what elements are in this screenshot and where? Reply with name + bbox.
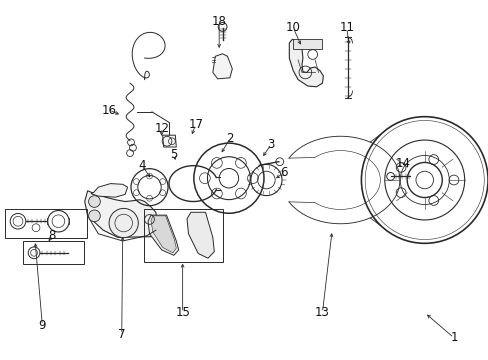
Polygon shape xyxy=(163,135,176,147)
Text: 18: 18 xyxy=(211,15,226,28)
Text: 3: 3 xyxy=(267,138,274,150)
Polygon shape xyxy=(293,40,322,49)
Text: 8: 8 xyxy=(48,229,56,242)
Text: 10: 10 xyxy=(285,21,300,34)
Polygon shape xyxy=(212,54,232,79)
Text: 6: 6 xyxy=(279,166,286,179)
Text: 17: 17 xyxy=(188,118,203,131)
Circle shape xyxy=(88,196,100,207)
Polygon shape xyxy=(186,212,214,258)
Polygon shape xyxy=(148,215,179,255)
Text: 15: 15 xyxy=(175,306,190,319)
Polygon shape xyxy=(289,40,323,87)
Text: 9: 9 xyxy=(39,319,46,332)
Text: 12: 12 xyxy=(154,122,169,135)
Text: 13: 13 xyxy=(314,306,329,319)
Text: 2: 2 xyxy=(225,132,233,145)
Text: 7: 7 xyxy=(118,328,125,341)
Text: 1: 1 xyxy=(449,331,457,344)
Text: 16: 16 xyxy=(102,104,116,117)
Circle shape xyxy=(109,208,138,238)
Text: 11: 11 xyxy=(339,21,354,34)
Circle shape xyxy=(88,210,100,222)
Polygon shape xyxy=(91,184,127,197)
Text: 5: 5 xyxy=(170,148,177,161)
Bar xyxy=(143,209,222,262)
Polygon shape xyxy=(84,191,157,237)
Polygon shape xyxy=(151,216,176,253)
Bar xyxy=(5,209,86,238)
Text: 14: 14 xyxy=(394,157,409,170)
Text: 4: 4 xyxy=(138,159,145,172)
Bar xyxy=(23,241,83,264)
